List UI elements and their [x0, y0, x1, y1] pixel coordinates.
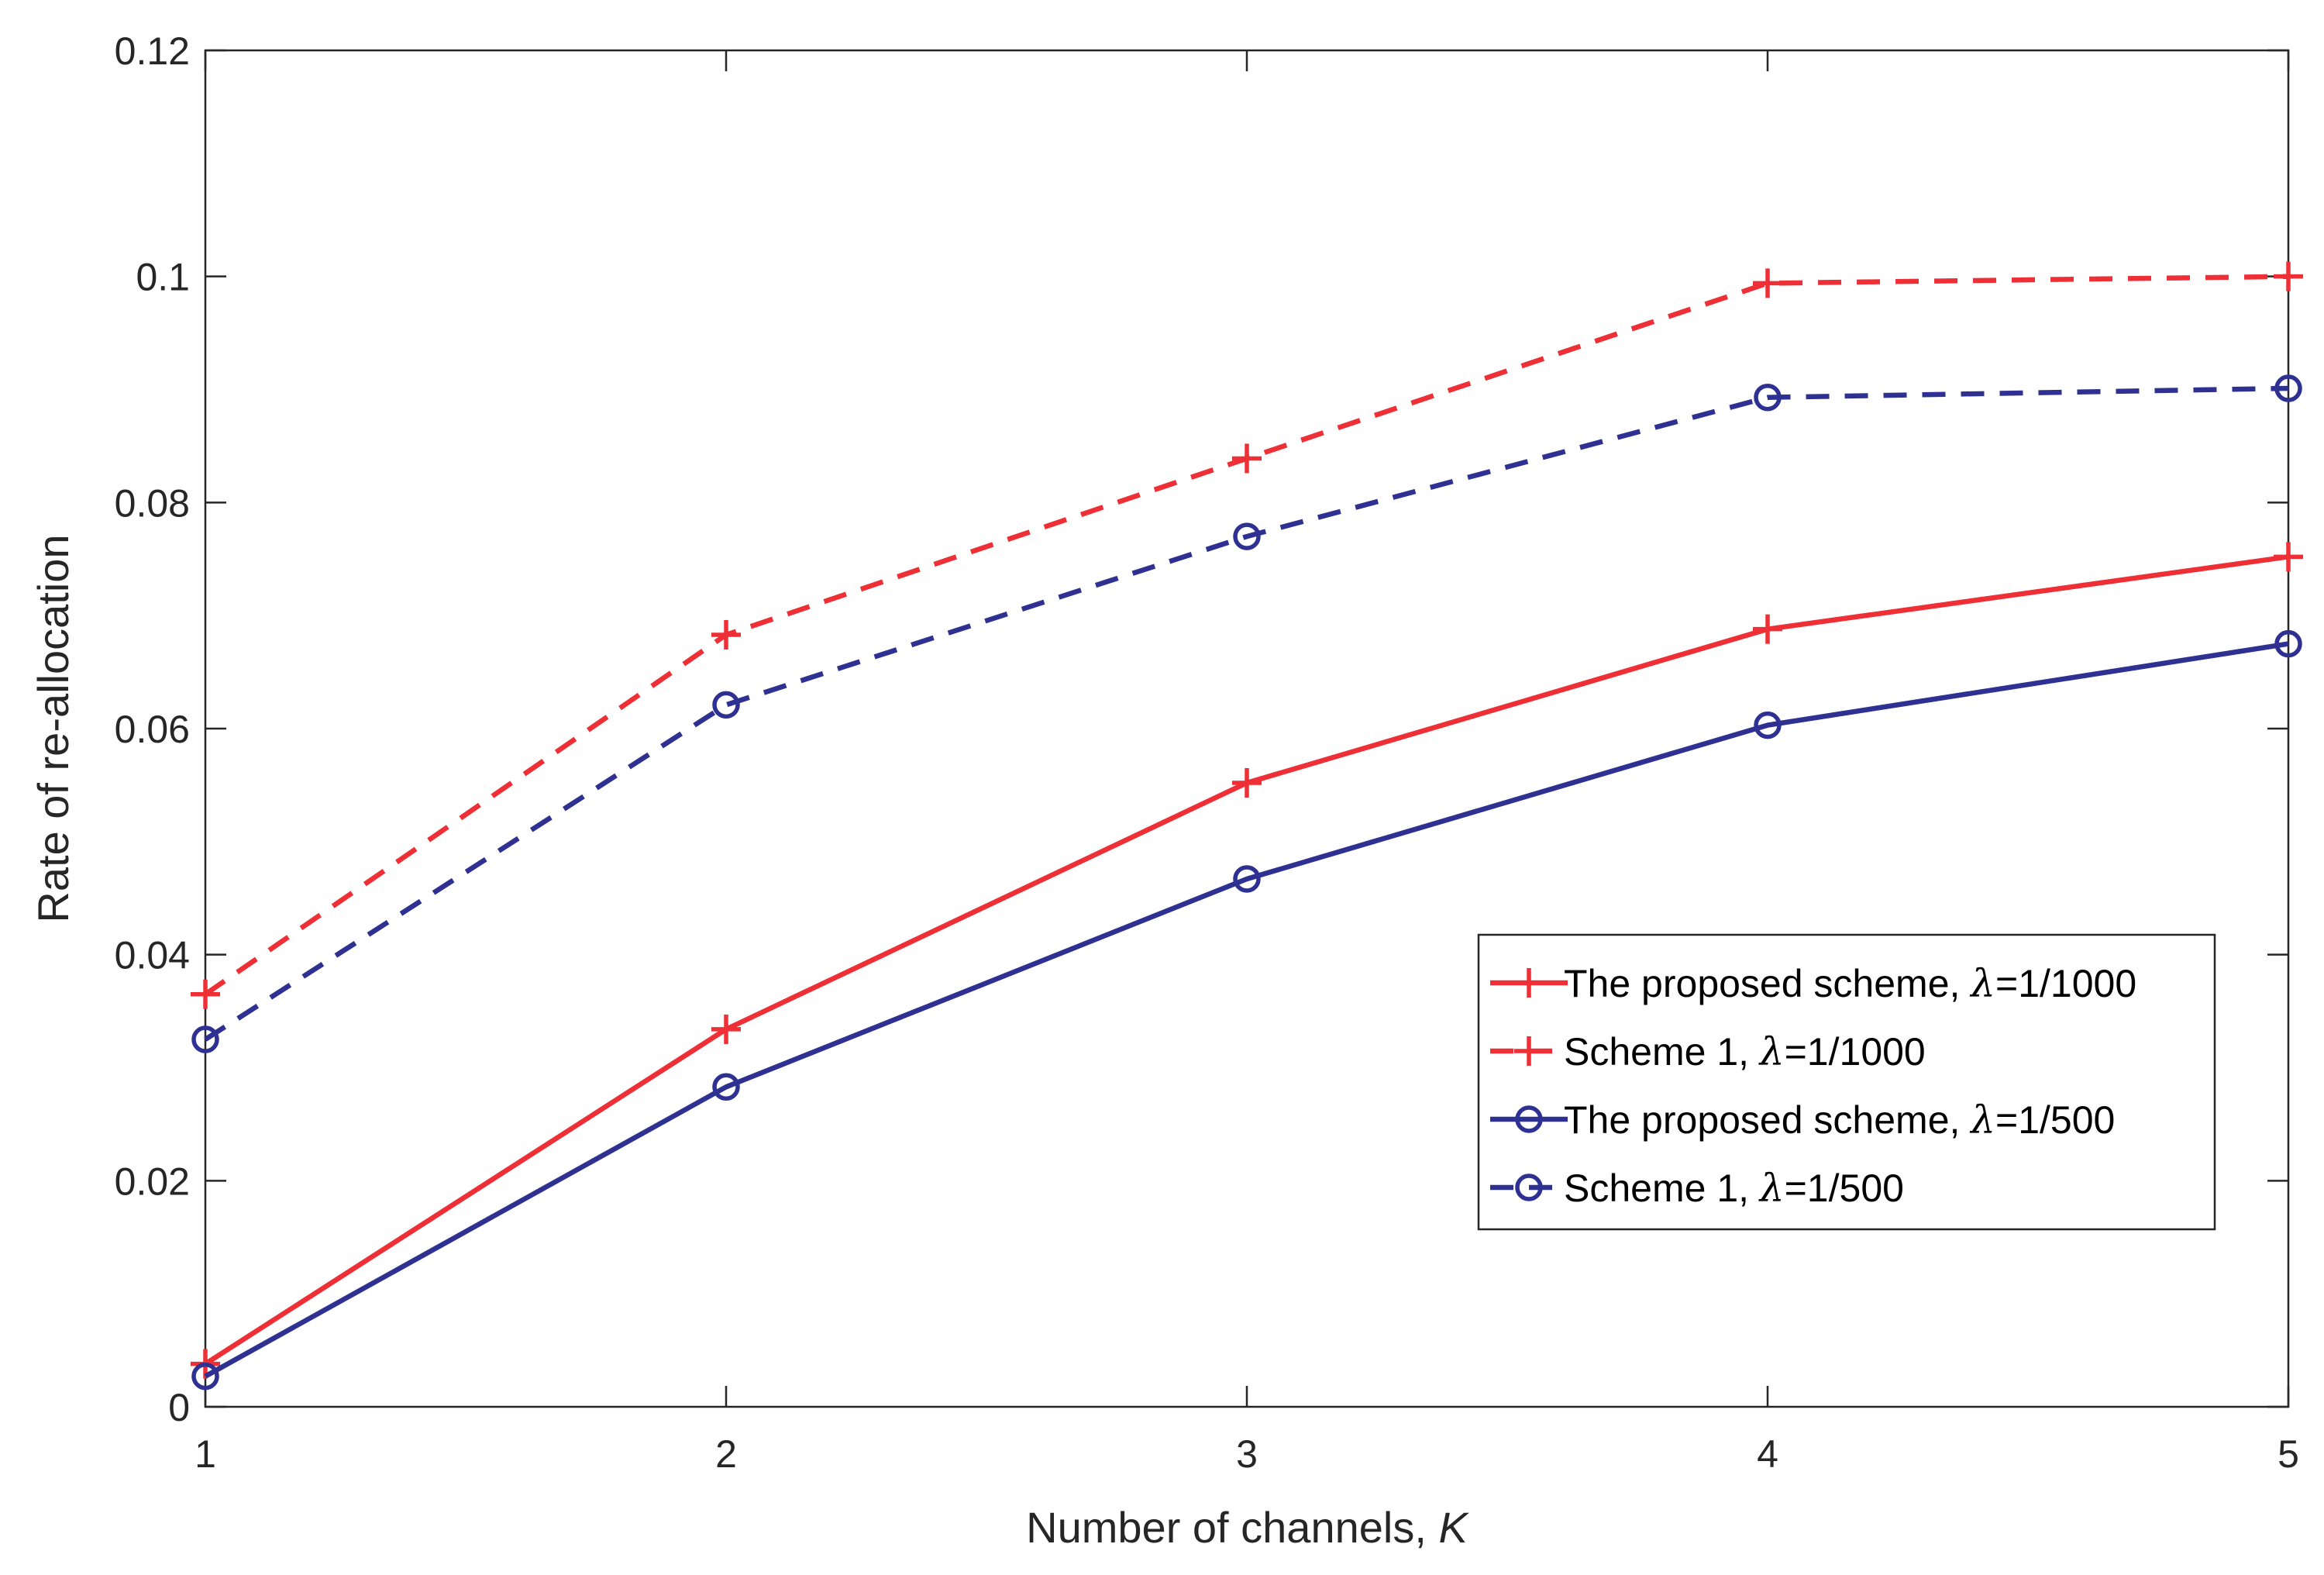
legend-marker-2: [1515, 1105, 1543, 1133]
y-tick-label: 0: [168, 1386, 190, 1429]
y-tick-label: 0.04: [115, 934, 190, 977]
legend-label-prefix: The proposed scheme,: [1564, 1098, 1971, 1142]
series-0: [191, 542, 2303, 1379]
y-tick-label: 0.06: [115, 708, 190, 751]
legend-marker-3: [1515, 1173, 1543, 1201]
data-point-s1-0: [191, 979, 220, 1009]
data-point-s1-1: [711, 619, 741, 650]
series-2: [191, 629, 2302, 1391]
x-tick-label: 2: [715, 1432, 737, 1476]
x-axis-title-text: Number of channels,: [1026, 1503, 1438, 1552]
legend-label-symbol: λ: [1969, 1098, 1995, 1142]
legend-label-suffix: =1/500: [1995, 1098, 2115, 1142]
data-point-s2-3: [1754, 711, 1782, 739]
legend-label-prefix: Scheme 1,: [1564, 1030, 1760, 1074]
legend-label-1: Scheme 1, λ=1/1000: [1564, 1029, 1926, 1074]
legend-label-prefix: Scheme 1,: [1564, 1167, 1760, 1210]
y-tick-label: 0.12: [115, 29, 190, 73]
x-axis-title-variable: K: [1438, 1503, 1469, 1552]
data-point-s2-2: [1233, 865, 1261, 893]
x-tick-label: 5: [2278, 1432, 2299, 1476]
data-point-s1-4: [2274, 261, 2303, 291]
series-line-3: [204, 385, 2289, 1042]
legend-label-prefix: The proposed scheme,: [1564, 962, 1971, 1005]
legend-label-suffix: =1/1000: [1995, 962, 2136, 1005]
x-tick-label: 1: [195, 1432, 216, 1476]
data-point-s3-4: [2274, 374, 2302, 402]
data-point-s3-1: [712, 691, 740, 719]
legend-entry-0: The proposed scheme, λ=1/1000: [1490, 961, 2136, 1006]
data-point-s2-1: [712, 1073, 740, 1101]
y-tick-label: 0.02: [115, 1160, 190, 1203]
legend-label-symbol: λ: [1758, 1166, 1785, 1211]
legend-label-symbol: λ: [1758, 1029, 1785, 1074]
legend-label-2: The proposed scheme, λ=1/500: [1564, 1098, 2115, 1142]
data-point-s1-2: [1232, 443, 1262, 474]
y-tick-label: 0.08: [115, 481, 190, 525]
legend-label-suffix: =1/1000: [1785, 1030, 1926, 1074]
legend-marker-0: [1514, 968, 1544, 998]
x-axis-title: Number of channels, K: [1026, 1503, 1469, 1552]
data-point-s0-4: [2274, 542, 2303, 572]
y-tick-label: 0.1: [136, 256, 190, 299]
data-point-s3-0: [191, 1025, 219, 1053]
legend-label-0: The proposed scheme, λ=1/1000: [1564, 961, 2136, 1006]
data-point-s3-2: [1233, 522, 1261, 550]
legend-entry-2: The proposed scheme, λ=1/500: [1490, 1098, 2115, 1142]
data-point-s0-2: [1232, 768, 1262, 798]
legend-label-symbol: λ: [1969, 961, 1995, 1006]
legend-entry-1: Scheme 1, λ=1/1000: [1490, 1029, 1926, 1074]
x-tick-label: 3: [1236, 1432, 1258, 1476]
legend-label-suffix: =1/500: [1785, 1167, 1904, 1210]
data-point-s3-3: [1754, 383, 1782, 412]
x-tick-label: 4: [1757, 1432, 1778, 1476]
data-point-s2-0: [191, 1362, 219, 1391]
axes-box: [204, 49, 2290, 1408]
series-1: [191, 261, 2303, 1009]
legend-label-3: Scheme 1, λ=1/500: [1564, 1166, 1904, 1211]
legend-entry-3: Scheme 1, λ=1/500: [1490, 1166, 1904, 1211]
legend-box: [1477, 933, 2216, 1231]
legend-marker-1: [1514, 1036, 1544, 1066]
data-point-s0-3: [1753, 614, 1782, 644]
data-point-s1-3: [1753, 268, 1782, 298]
series-3: [191, 374, 2302, 1053]
series-line-2: [204, 641, 2289, 1379]
data-point-s0-1: [711, 1014, 741, 1044]
y-axis-title: Rate of re-allocation: [29, 534, 77, 922]
data-point-s2-4: [2274, 629, 2302, 658]
